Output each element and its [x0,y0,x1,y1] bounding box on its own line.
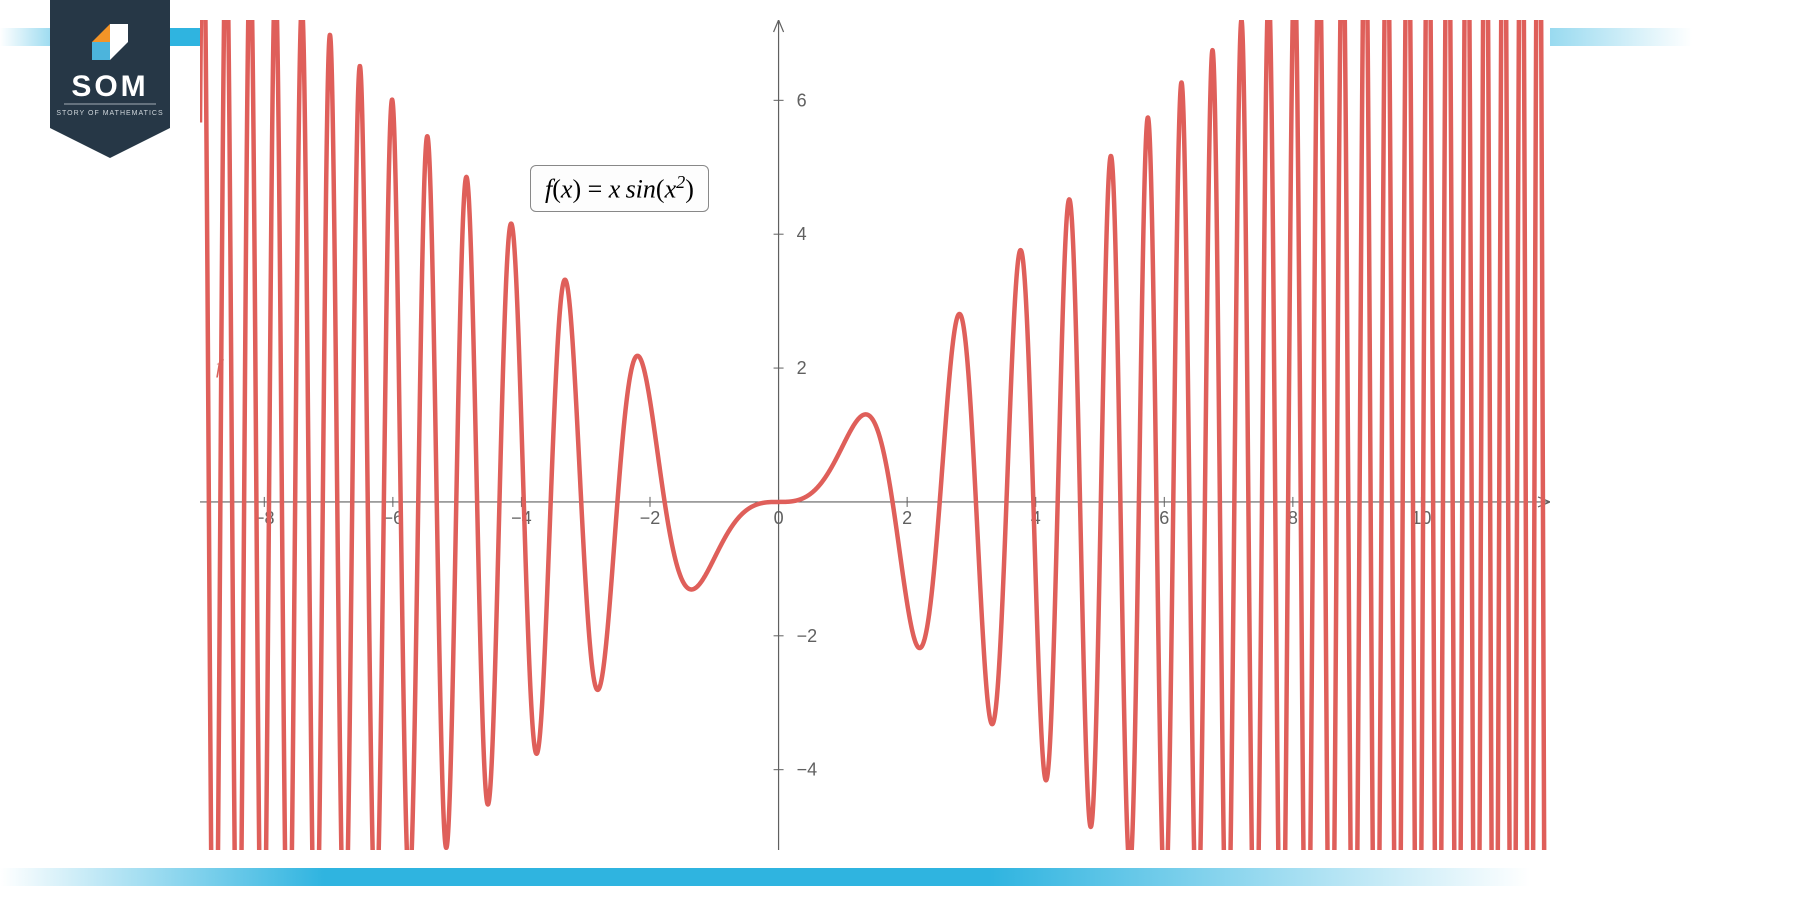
svg-text:−2: −2 [640,508,661,528]
svg-text:6: 6 [797,90,807,110]
svg-text:−4: −4 [511,508,532,528]
svg-text:0: 0 [774,508,784,528]
svg-text:6: 6 [1159,508,1169,528]
svg-text:4: 4 [797,224,807,244]
chart-svg: −8−6−4−20246810−4−2246 [200,20,1550,850]
som-logo-badge: SOM STORY OF MATHEMATICS [50,0,170,160]
series-label: f [216,356,222,379]
svg-text:−2: −2 [797,626,818,646]
formula-box: f(x) = x sin(x2) [530,165,709,212]
bottom-accent-bar [0,868,1800,886]
svg-text:2: 2 [797,358,807,378]
svg-text:SOM: SOM [71,70,148,103]
svg-text:2: 2 [902,508,912,528]
svg-text:−4: −4 [797,760,818,780]
function-chart: −8−6−4−20246810−4−2246 f(x) = x sin(x2) … [200,20,1550,850]
svg-text:STORY OF MATHEMATICS: STORY OF MATHEMATICS [56,110,163,117]
